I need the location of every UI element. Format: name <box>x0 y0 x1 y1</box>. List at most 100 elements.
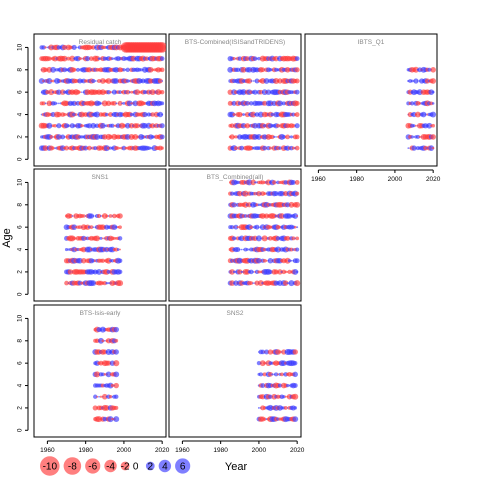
residual-bubble <box>259 360 266 367</box>
x-tick-label: 2020 <box>290 447 305 454</box>
residual-bubble <box>67 269 74 275</box>
residual-bubble <box>54 147 56 149</box>
residual-bubble <box>252 89 258 95</box>
residual-bubble <box>294 134 300 140</box>
residual-bubble <box>267 100 274 107</box>
residual-bubble <box>89 225 94 230</box>
residual-bubble <box>63 136 66 138</box>
residual-bubble <box>99 236 103 240</box>
residual-bubble <box>286 282 289 285</box>
residual-bubble <box>237 269 243 275</box>
bubbles <box>63 213 124 287</box>
residual-bubble <box>103 405 110 411</box>
legend-label: -4 <box>106 462 115 473</box>
residual-bubble <box>252 270 255 273</box>
residual-bubble <box>249 281 254 285</box>
residual-bubble <box>267 371 273 377</box>
residual-bubble <box>82 214 86 218</box>
residual-bubble <box>117 100 123 106</box>
residual-bubble <box>292 349 298 355</box>
y-tick-label: 4 <box>17 383 24 387</box>
residual-bubble <box>415 100 421 106</box>
residual-bubble <box>237 56 243 61</box>
residual-bubble <box>259 237 262 240</box>
residual-bubble <box>281 101 286 106</box>
residual-bubble <box>103 124 106 127</box>
legend-label: -2 <box>121 462 130 473</box>
y-tick-label: 4 <box>17 247 24 251</box>
residual-bubble <box>429 101 434 106</box>
residual-bubble <box>235 247 241 252</box>
panel-frame <box>33 168 167 302</box>
residual-bubble <box>424 113 427 116</box>
y-axis-label: Age <box>1 228 13 248</box>
legend-bubble <box>145 461 155 471</box>
residual-bubble <box>290 179 296 185</box>
residual-bubble <box>81 257 87 264</box>
residual-bubble <box>88 213 95 219</box>
residual-bubble <box>76 67 80 72</box>
residual-bubble <box>108 214 113 218</box>
residual-bubble <box>252 282 255 284</box>
residual-bubble <box>239 145 245 151</box>
residual-bubble <box>83 145 89 151</box>
residual-bubble <box>113 382 119 389</box>
residual-bubble <box>122 101 126 105</box>
residual-bubble <box>287 259 292 263</box>
residual-bubble <box>244 123 251 129</box>
residual-bubble <box>234 135 238 139</box>
residual-bubble <box>246 248 249 251</box>
residual-bubble <box>108 112 113 117</box>
residual-bubble <box>249 225 254 230</box>
residual-bubble <box>149 89 156 96</box>
residual-bubble <box>60 134 66 140</box>
residual-bubble <box>268 394 273 399</box>
x-axis-label: Year <box>225 461 248 473</box>
residual-bubble <box>111 224 118 230</box>
residual-bubble <box>101 393 108 400</box>
residual-bubble <box>431 123 436 128</box>
residual-bubble <box>101 213 108 219</box>
panel-7: SNS2 1960 1980 2000 2020 <box>168 304 305 454</box>
legend-bubble <box>104 459 117 473</box>
residual-bubble <box>132 134 139 140</box>
residual-bubble <box>161 80 164 82</box>
residual-bubble <box>431 90 435 94</box>
residual-bubble <box>111 57 114 61</box>
residual-bubble <box>268 146 272 150</box>
legend-label: 2 <box>148 462 154 473</box>
residual-bubble <box>112 213 117 219</box>
residual-bubble <box>96 416 103 423</box>
residual-bubble <box>160 146 164 150</box>
residual-bubble <box>283 406 288 410</box>
x-tick-label: 2020 <box>155 447 170 454</box>
residual-bubble <box>159 134 165 140</box>
residual-bubble <box>268 68 273 72</box>
residual-bubble <box>51 146 55 150</box>
residual-bubble <box>41 45 46 50</box>
residual-bubble <box>417 80 419 82</box>
residual-bubble <box>257 111 264 118</box>
residual-bubble <box>274 372 279 377</box>
residual-bubble <box>271 213 277 219</box>
residual-bubble <box>100 372 105 377</box>
residual-bubble <box>272 180 277 185</box>
x-tick-label: 2000 <box>388 176 403 183</box>
residual-bubble <box>411 145 417 151</box>
residual-bubble <box>93 394 98 399</box>
residual-bubble <box>72 112 77 117</box>
residual-bubble <box>285 235 291 241</box>
residual-bubble <box>430 111 437 118</box>
residual-bubble <box>273 78 280 84</box>
residual-bubble <box>109 90 112 94</box>
residual-bubble <box>278 213 285 219</box>
residual-bubble <box>249 101 254 106</box>
residual-bubble <box>284 270 288 274</box>
residual-bubble <box>159 123 165 129</box>
residual-bubble <box>292 371 298 378</box>
residual-bubble <box>265 259 268 262</box>
residual-bubble <box>238 248 241 251</box>
residual-bubble <box>94 371 101 378</box>
residual-bubble <box>56 123 62 129</box>
residual-bubble <box>414 111 421 118</box>
